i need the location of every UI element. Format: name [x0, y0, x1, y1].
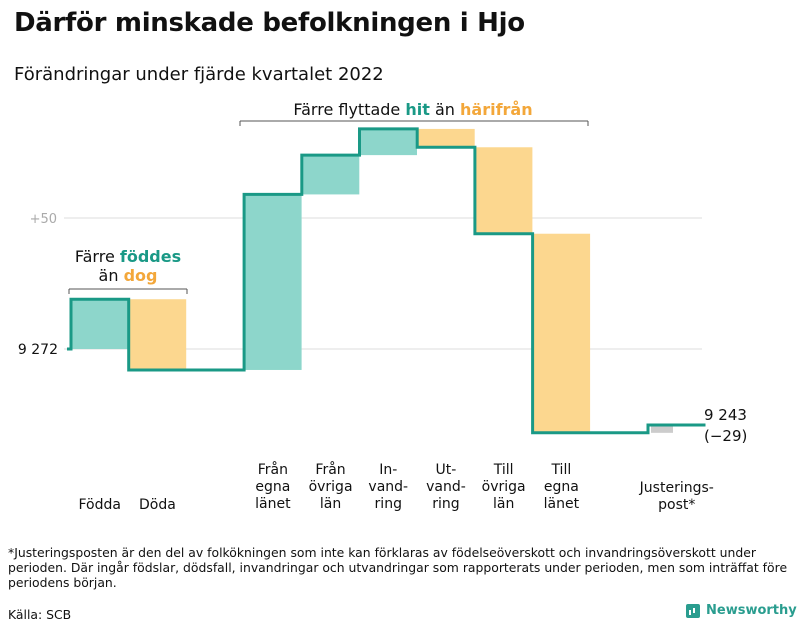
x-label-3-line-1: övriga	[309, 479, 353, 495]
waterfall-chart: +50 9 272 Födda DödaFrånegnalänetFrånövri…	[18, 100, 747, 513]
bar-frånövrigalän	[301, 155, 360, 195]
x-label-7-line-1: egna	[544, 479, 579, 495]
x-label-2-line-1: egna	[255, 479, 290, 495]
bar-tillövrigalän	[474, 147, 533, 234]
x-label-8-line-0: Justerings-	[639, 480, 714, 496]
moves-annotation: Färre flyttade hit än härifrån	[293, 100, 532, 119]
newsworthy-logo-text: Newsworthy	[706, 603, 797, 618]
moves-annotation-bracket	[239, 120, 589, 126]
newsworthy-logo-icon	[686, 603, 700, 618]
cumulative-step-line	[67, 127, 706, 435]
source-label: Källa: SCB	[8, 607, 72, 622]
bar-döda	[128, 299, 187, 370]
x-label-6-line-2: län	[493, 496, 514, 512]
x-label-0-line-0: Födda	[79, 497, 121, 513]
x-label-7-line-0: Till	[550, 462, 571, 478]
x-label-4-line-1: vand-	[368, 479, 408, 495]
x-axis-labels: Födda DödaFrånegnalänetFrånövrigalänIn-va…	[79, 461, 714, 513]
births-annotation-line2: än dog	[99, 266, 158, 285]
x-label-6-line-0: Till	[493, 462, 514, 478]
bars-group	[71, 128, 673, 433]
x-label-4-line-0: In-	[379, 462, 397, 478]
bar-tillegnalänet	[532, 233, 591, 433]
x-label-6-line-1: övriga	[482, 479, 526, 495]
x-label-3-line-2: län	[320, 496, 341, 512]
newsworthy-logo: Newsworthy	[686, 603, 797, 618]
births-annotation-bracket	[68, 288, 188, 294]
chart-subtitle: Förändringar under fjärde kvartalet 2022	[14, 64, 384, 85]
chart-title: Därför minskade befolkningen i Hjo	[14, 8, 525, 38]
change-value-label: (−29)	[704, 427, 747, 445]
x-label-3-line-0: Från	[315, 461, 345, 478]
x-label-8-line-1: post*	[658, 497, 695, 513]
bar-födda	[71, 299, 129, 349]
x-label-5-line-2: ring	[432, 496, 459, 512]
bar-frånegnalänet	[244, 194, 302, 370]
x-label-4-line-2: ring	[375, 496, 402, 512]
bar-justeringspost	[651, 424, 673, 433]
bar-invandring	[359, 128, 417, 156]
x-label-7-line-2: länet	[544, 496, 580, 512]
x-label-2-line-0: Från	[258, 461, 288, 478]
reference-label: +50	[30, 212, 57, 227]
end-value-label: 9 243	[704, 406, 747, 424]
footnote: *Justeringsposten är den del av folkökni…	[8, 545, 788, 590]
bar-utvandring	[417, 128, 475, 148]
x-label-1-line-0: Döda	[139, 497, 176, 513]
births-annotation-line1: Färre föddes	[75, 247, 181, 266]
x-label-5-line-1: vand-	[426, 479, 466, 495]
x-label-2-line-2: länet	[255, 496, 291, 512]
start-value-label: 9 272	[18, 342, 58, 358]
x-label-5-line-0: Ut-	[436, 462, 457, 478]
